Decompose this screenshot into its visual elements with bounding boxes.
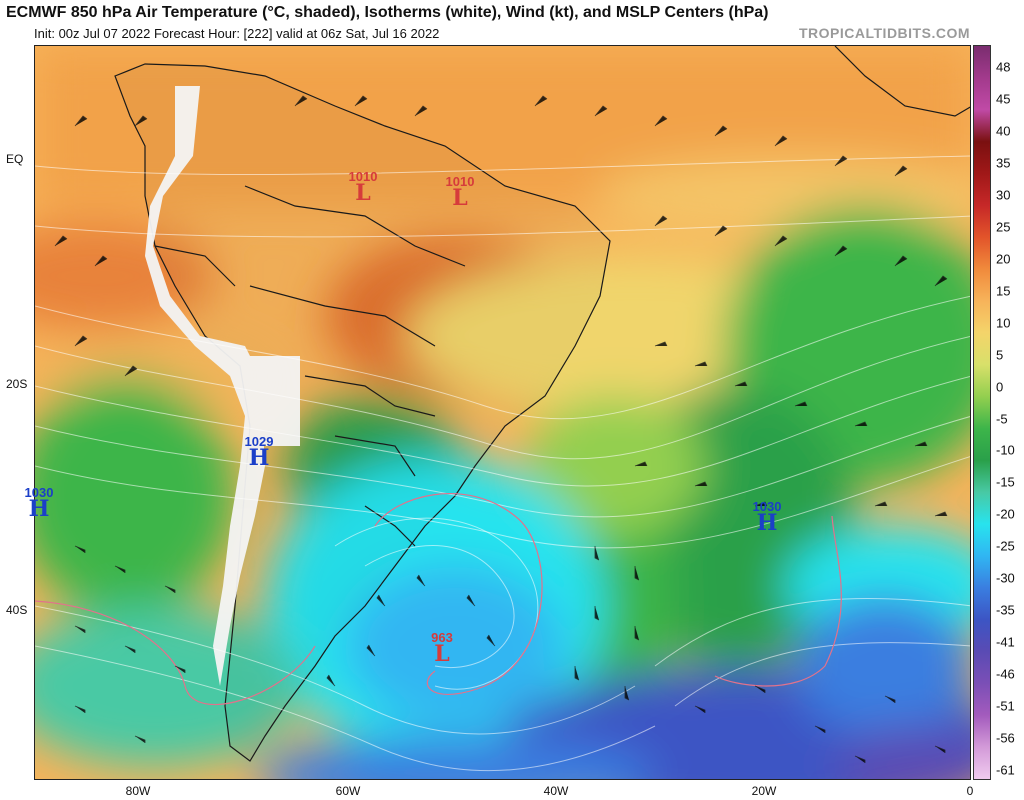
weather-map (34, 45, 971, 780)
colorbar-tick-label: -61 (996, 762, 1015, 778)
colorbar-tick-label: 20 (996, 251, 1011, 267)
lat-label-40s: 40S (6, 603, 28, 617)
colorbar-tick-label: 48 (996, 59, 1011, 75)
colorbar-tick-label: -46 (996, 666, 1015, 682)
colorbar-tick-label: -15 (996, 474, 1015, 490)
colorbar-tick-label: -41 (996, 634, 1015, 650)
colorbar-tick-label: -35 (996, 602, 1015, 618)
colorbar-tick-label: -20 (996, 506, 1015, 522)
lat-label-eq: EQ (6, 152, 24, 166)
low-pressure-center: 1010 L (445, 174, 475, 211)
colorbar-tick-label: 5 (996, 347, 1004, 363)
colorbar-tick-label: 10 (996, 315, 1011, 331)
colorbar-tick-label: 45 (996, 91, 1011, 107)
freezing-line (35, 493, 842, 705)
wind-barbs (54, 95, 948, 763)
low-pressure-center: 1010 L (348, 169, 378, 206)
colorbar-tick-label: 30 (996, 187, 1011, 203)
lon-label-80w: 80W (125, 784, 151, 798)
isotherms (35, 155, 970, 772)
lon-label-60w: 60W (335, 784, 361, 798)
colorbar-tick-label: -56 (996, 730, 1015, 746)
colorbar-tick-label: -10 (996, 442, 1015, 458)
lon-label-40w: 40W (543, 784, 569, 798)
colorbar-tick-label: 0 (996, 379, 1004, 395)
map-subtitle: Init: 00z Jul 07 2022 Forecast Hour: [22… (34, 26, 440, 41)
lat-label-20s: 20S (6, 377, 28, 391)
colorbar-tick-label: -5 (996, 411, 1008, 426)
andes-terrain (145, 86, 300, 686)
brand-watermark: TROPICALTIDBITS.COM (798, 25, 970, 41)
colorbar-tick-label: -25 (996, 538, 1015, 554)
colorbar-tick-label: 15 (996, 283, 1011, 299)
colorbar-tick-label: 35 (996, 155, 1011, 171)
lon-label-0: 0 (966, 784, 974, 798)
low-pressure-center: 963 L (431, 630, 453, 667)
colorbar-tick-label: 40 (996, 123, 1011, 139)
high-pressure-center: 1029 H (244, 434, 274, 471)
temperature-colorbar (973, 45, 991, 780)
colorbar-tick-label: -30 (996, 570, 1015, 586)
colorbar-tick-label: 25 (996, 219, 1011, 235)
high-pressure-center: 1030 H (24, 485, 54, 522)
high-pressure-center: 1030 H (752, 499, 782, 536)
africa-coast (834, 46, 970, 117)
lon-label-20w: 20W (751, 784, 777, 798)
map-title: ECMWF 850 hPa Air Temperature (°C, shade… (6, 4, 769, 21)
colorbar-tick-label: -51 (996, 698, 1015, 714)
